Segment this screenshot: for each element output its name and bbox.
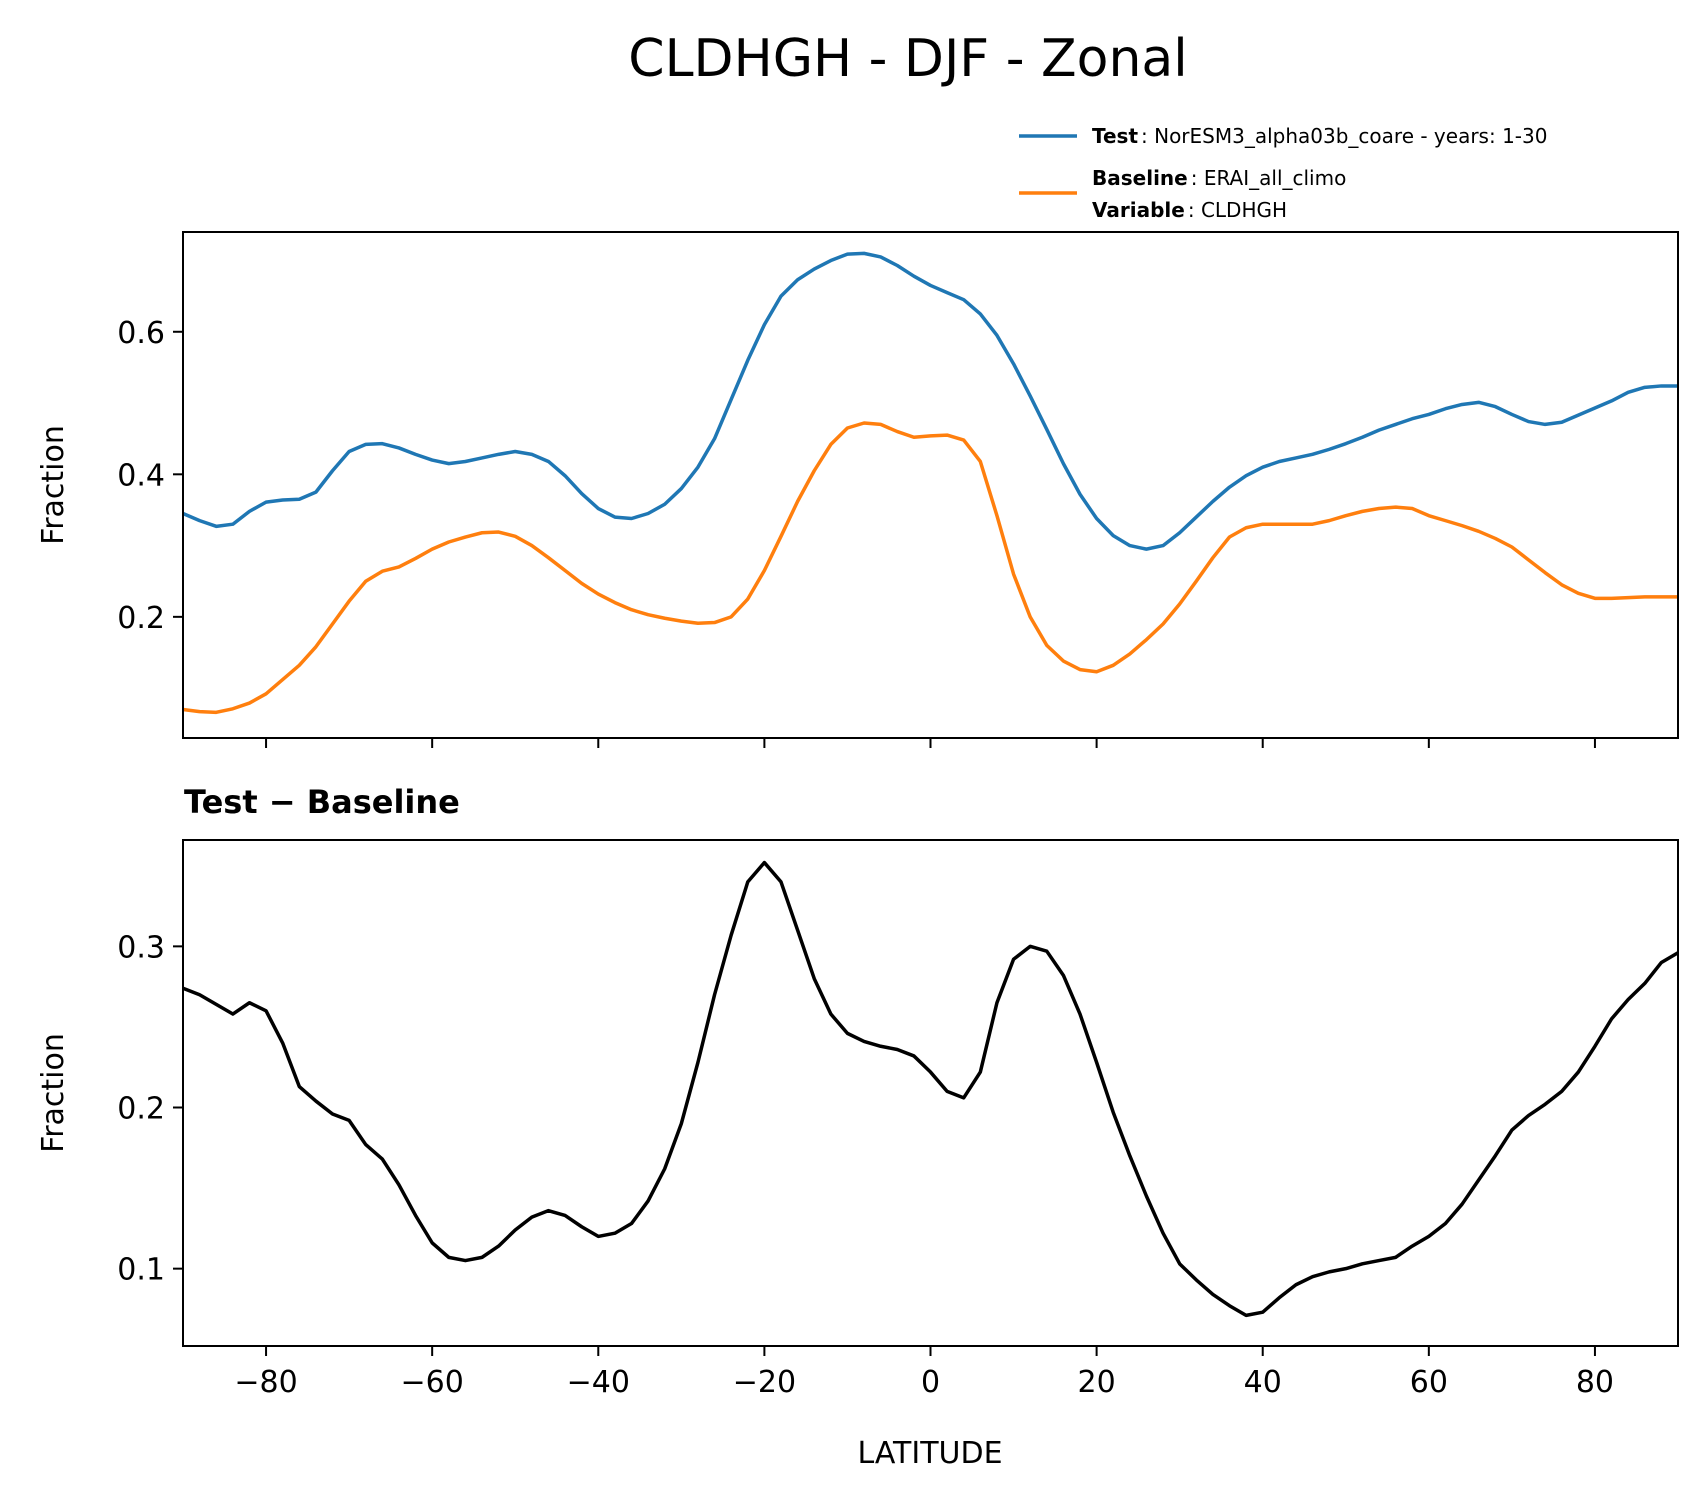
bottom-y-axis-label: Fraction (36, 1033, 71, 1153)
bottom-x-tick-label: 80 (1576, 1365, 1614, 1400)
difference-series-line (182, 860, 1679, 1318)
legend-value-test: : NorESM3_alpha03b_coare - years: 1-30 (1141, 124, 1547, 148)
bottom-x-tick-label: 40 (1244, 1365, 1282, 1400)
legend-entry-variable: Variable: CLDHGH (1092, 198, 1287, 222)
top-y-tick-label: 0.6 (117, 316, 165, 351)
legend-entry-baseline: Baseline: ERAI_all_climo (1092, 166, 1346, 190)
bottom-y-tick-label: 0.3 (117, 930, 165, 965)
bottom-panel-frame (182, 839, 1679, 1347)
bottom-y-tick-label: 0.1 (117, 1253, 165, 1288)
top-y-tick-label: 0.2 (117, 601, 165, 636)
legend: Test: NorESM3_alpha03b_coare - years: 1-… (1019, 124, 1547, 222)
bottom-x-tick-label: 20 (1078, 1365, 1116, 1400)
legend-key-test: Test (1092, 124, 1138, 148)
chart-title: CLDHGH - DJF - Zonal (628, 29, 1187, 89)
bottom-x-tick-label: 0 (921, 1365, 940, 1400)
bottom-panel: Test − Baseline −80 −60 −40 −20 0 20 40 60 80 0.1… (36, 783, 1679, 1471)
bottom-x-axis-label: LATITUDE (857, 1436, 1002, 1471)
top-panel-frame (182, 231, 1679, 739)
bottom-x-tick-label: −60 (401, 1365, 464, 1400)
bottom-y-tick-label: 0.2 (117, 1092, 165, 1127)
bottom-panel-title: Test − Baseline (184, 783, 460, 821)
legend-key-variable: Variable (1092, 198, 1185, 222)
top-panel-series (182, 251, 1678, 715)
bottom-x-tick-label: −20 (733, 1365, 796, 1400)
legend-key-baseline: Baseline (1092, 166, 1188, 190)
bottom-panel-series (182, 860, 1679, 1318)
top-y-tick-label: 0.4 (117, 458, 165, 493)
legend-value-variable: : CLDHGH (1188, 198, 1287, 222)
legend-value-baseline: : ERAI_all_climo (1191, 166, 1347, 190)
baseline-series-line (182, 421, 1678, 715)
test-series-line (182, 251, 1678, 551)
top-y-axis-label: Fraction (36, 425, 71, 545)
top-panel-ticks: 0.2 0.4 0.6 (117, 316, 1596, 748)
legend-entry-test: Test: NorESM3_alpha03b_coare - years: 1-… (1092, 124, 1547, 148)
bottom-x-tick-label: −80 (234, 1365, 297, 1400)
top-panel: 0.2 0.4 0.6 Fraction (36, 231, 1679, 748)
bottom-x-tick-label: −40 (567, 1365, 630, 1400)
bottom-x-tick-label: 60 (1410, 1365, 1448, 1400)
bottom-panel-ticks: −80 −60 −40 −20 0 20 40 60 80 0.1 0.2 0.3 (117, 930, 1614, 1400)
